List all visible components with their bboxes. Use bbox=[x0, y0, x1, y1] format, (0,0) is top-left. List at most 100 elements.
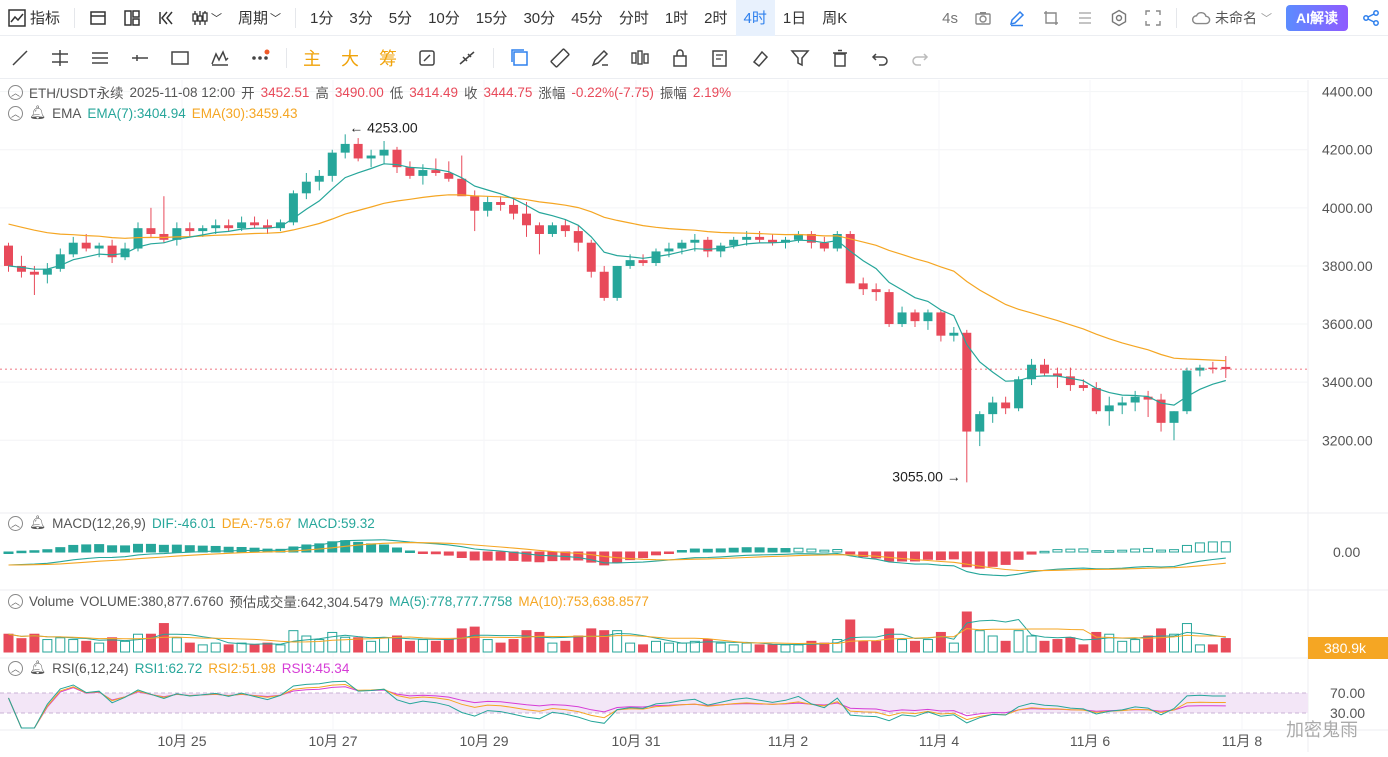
volume-bar-5 bbox=[68, 639, 79, 653]
interval-12[interactable]: 周K bbox=[822, 10, 848, 27]
fullscreen-button[interactable] bbox=[1136, 0, 1170, 36]
candle-body-1 bbox=[16, 265, 26, 272]
interval-6[interactable]: 45分 bbox=[571, 10, 603, 27]
volume-bar-86 bbox=[1117, 640, 1128, 653]
collapse-chevron-icon[interactable]: ︿ bbox=[8, 593, 23, 609]
candle-body-40 bbox=[522, 213, 531, 226]
replay-button[interactable] bbox=[149, 0, 183, 36]
volume-bar-40 bbox=[521, 630, 532, 653]
lock-tool[interactable] bbox=[660, 37, 700, 79]
more-tools-button[interactable] bbox=[240, 37, 280, 79]
redo-button[interactable] bbox=[900, 37, 940, 79]
date-tick-1: 10月 27 bbox=[308, 733, 357, 749]
low-price-marker: 3055.00 → bbox=[892, 468, 961, 484]
interval-3[interactable]: 10分 bbox=[428, 10, 460, 27]
interval-8[interactable]: 1时 bbox=[664, 10, 689, 27]
filter-tool[interactable] bbox=[780, 37, 820, 79]
vol-ma10-line bbox=[8, 628, 1226, 645]
interval-5[interactable]: 30分 bbox=[523, 10, 556, 27]
note-tool[interactable] bbox=[700, 37, 740, 79]
interval-0[interactable]: 1分 bbox=[310, 10, 334, 27]
kline-chart[interactable]: 4400.00 4200.00 4000.00 3800.00 3600.00 3400.… bbox=[0, 80, 1388, 752]
bell-icon[interactable]: 🔔︎ bbox=[29, 515, 47, 530]
indicator-button[interactable]: 指标 bbox=[0, 0, 68, 36]
high-value: 3490.00 bbox=[334, 84, 384, 100]
share-button[interactable] bbox=[1354, 0, 1388, 36]
bell-icon[interactable]: 🔔︎ bbox=[29, 105, 47, 120]
interval-11[interactable]: 1日 bbox=[782, 10, 807, 27]
refresh-interval[interactable]: 4s bbox=[942, 9, 958, 27]
candle-pattern-tool[interactable] bbox=[620, 37, 660, 79]
layout-name-dropdown[interactable]: 未命名 ﹀ bbox=[1183, 0, 1280, 36]
volume-bar-44 bbox=[573, 635, 584, 653]
volume-bar-58 bbox=[754, 644, 765, 653]
volume-bar-24 bbox=[314, 639, 325, 653]
cursor-button[interactable] bbox=[1034, 0, 1068, 36]
ruler-tool[interactable] bbox=[540, 37, 580, 79]
candle-body-27 bbox=[353, 143, 363, 159]
template-button[interactable] bbox=[81, 0, 115, 36]
candle-body-36 bbox=[470, 196, 480, 211]
magnet-tool[interactable] bbox=[500, 37, 540, 79]
interval-2[interactable]: 5分 bbox=[388, 10, 413, 27]
volume-bar-25 bbox=[327, 631, 338, 653]
interval-list: 1分 3分 5分 10分 15分 30分 45分 分时 1时 2时 4时 1日 周K bbox=[302, 0, 855, 36]
link-tool[interactable] bbox=[740, 37, 780, 79]
interval-7[interactable]: 分时 bbox=[618, 10, 649, 27]
ray-tool[interactable] bbox=[120, 37, 160, 79]
macd-bar-70 bbox=[910, 551, 920, 562]
horizontal-line-tool[interactable] bbox=[40, 37, 80, 79]
sync-tool[interactable] bbox=[407, 37, 447, 79]
interval-1[interactable]: 3分 bbox=[349, 10, 373, 27]
draw-toggle-button[interactable] bbox=[1000, 0, 1034, 36]
topbar-right: 4s 未命名 ﹀ AI解读 bbox=[934, 0, 1388, 36]
candle-body-57 bbox=[742, 236, 752, 240]
undo-button[interactable] bbox=[860, 37, 900, 79]
interval-10[interactable]: 4时 bbox=[735, 0, 775, 36]
period-dropdown[interactable]: 周期 ﹀ bbox=[230, 0, 289, 36]
volume-bar-79 bbox=[1026, 635, 1037, 653]
pattern-tool[interactable] bbox=[200, 37, 240, 79]
macd-bar-24 bbox=[314, 543, 325, 553]
volume-bar-53 bbox=[689, 640, 700, 653]
menu-button[interactable] bbox=[1068, 0, 1102, 36]
channel-tool[interactable] bbox=[80, 37, 120, 79]
brush-tool[interactable] bbox=[580, 37, 620, 79]
measure-tool[interactable] bbox=[447, 37, 487, 79]
candle-body-70 bbox=[910, 312, 920, 322]
collapse-chevron-icon[interactable]: ︿ bbox=[8, 105, 23, 121]
volume-bar-89 bbox=[1156, 628, 1167, 653]
settings-button[interactable] bbox=[1102, 0, 1136, 36]
close-value: 3444.75 bbox=[483, 84, 533, 100]
rectangle-tool[interactable] bbox=[160, 37, 200, 79]
bell-icon[interactable]: 🔔︎ bbox=[29, 660, 47, 675]
macd-bar-31 bbox=[404, 550, 415, 553]
macd-bar-75 bbox=[974, 551, 985, 569]
ema-name: EMA bbox=[52, 105, 82, 121]
interval-4[interactable]: 15分 bbox=[475, 10, 508, 27]
large-order-toggle[interactable]: 大 bbox=[341, 48, 359, 69]
trendline-tool[interactable] bbox=[0, 37, 40, 79]
delete-tool[interactable] bbox=[820, 37, 860, 79]
candle-body-24 bbox=[314, 175, 324, 182]
macd-bar-79 bbox=[1026, 551, 1037, 555]
collapse-chevron-icon[interactable]: ︿ bbox=[8, 515, 23, 531]
candle-body-89 bbox=[1156, 399, 1166, 423]
collapse-chevron-icon[interactable]: ︿ bbox=[8, 84, 23, 100]
layout-button[interactable] bbox=[115, 0, 149, 36]
chart-type-button[interactable]: ﹀ bbox=[183, 0, 230, 36]
candle-body-20 bbox=[263, 225, 272, 229]
macd-bar-81 bbox=[1052, 549, 1063, 553]
vol-ma5-value: MA(5):778,777.7758 bbox=[389, 593, 513, 609]
macd-bar-57 bbox=[741, 547, 752, 553]
volume-bar-51 bbox=[663, 642, 674, 653]
interval-9[interactable]: 2时 bbox=[704, 10, 728, 27]
candle-body-19 bbox=[250, 222, 260, 226]
ai-interpret-button[interactable]: AI解读 bbox=[1286, 5, 1348, 31]
snapshot-button[interactable] bbox=[966, 0, 1000, 36]
chart-area[interactable]: 4400.00 4200.00 4000.00 3800.00 3600.00 3400.… bbox=[0, 80, 1388, 752]
chip-distribution-toggle[interactable]: 筹 bbox=[379, 48, 397, 69]
collapse-chevron-icon[interactable]: ︿ bbox=[8, 660, 23, 676]
main-chart-toggle[interactable]: 主 bbox=[303, 48, 321, 69]
macd-bar-8 bbox=[107, 545, 118, 553]
